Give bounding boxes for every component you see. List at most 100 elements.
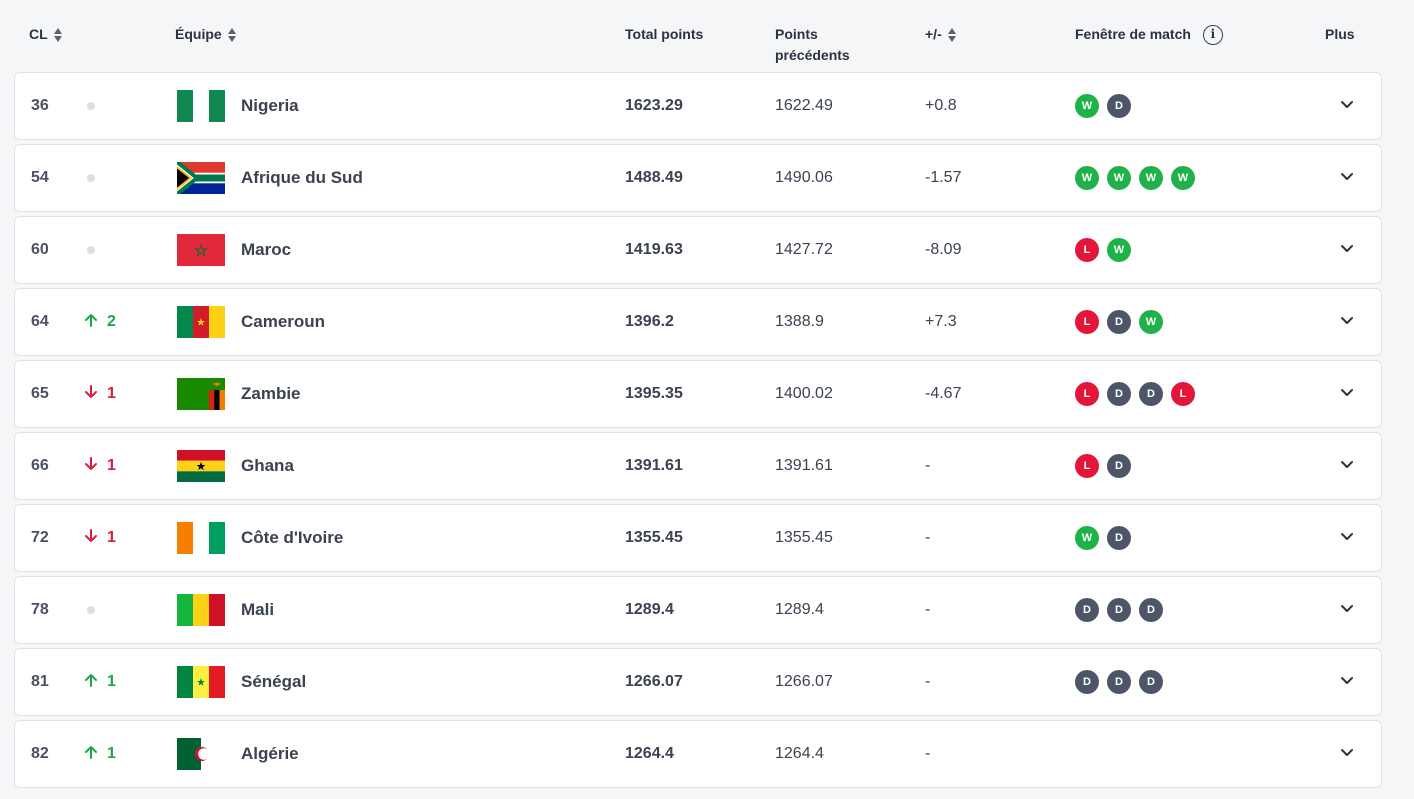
rank-change <box>83 73 95 139</box>
result-badge-draw[interactable]: D <box>1107 454 1131 478</box>
rank-change-value: 1 <box>107 385 116 402</box>
sort-icon[interactable] <box>947 24 956 45</box>
result-badge-draw[interactable]: D <box>1139 598 1163 622</box>
points-difference: - <box>925 529 931 546</box>
chevron-down-icon[interactable] <box>1339 528 1355 549</box>
result-badge-loss[interactable]: L <box>1075 310 1099 334</box>
result-badge-win[interactable]: W <box>1075 94 1099 118</box>
sort-icon[interactable] <box>53 24 62 45</box>
result-badge-draw[interactable]: D <box>1107 526 1131 550</box>
result-badge-win[interactable]: W <box>1171 166 1195 190</box>
total-points: 1419.63 <box>625 241 683 258</box>
more-column-header: Plus <box>1325 24 1355 45</box>
result-badge-draw[interactable]: D <box>1139 382 1163 406</box>
result-badge-win[interactable]: W <box>1107 238 1131 262</box>
rank-column-header[interactable]: CL <box>29 24 62 45</box>
flag-icon <box>177 73 225 139</box>
total-points: 1488.49 <box>625 169 683 186</box>
team-name[interactable]: Sénégal <box>241 672 307 691</box>
no-change-dot-icon <box>87 246 95 254</box>
result-badge-loss[interactable]: L <box>1075 238 1099 262</box>
rank-header-label: CL <box>29 26 48 42</box>
result-badge-loss[interactable]: L <box>1171 382 1195 406</box>
team-name[interactable]: Afrique du Sud <box>241 168 363 187</box>
result-badge-win[interactable]: W <box>1075 166 1099 190</box>
result-badge-draw[interactable]: D <box>1107 382 1131 406</box>
team-name[interactable]: Maroc <box>241 240 292 259</box>
result-badge-win[interactable]: W <box>1139 310 1163 334</box>
rank-change: 1 <box>83 649 116 715</box>
result-badge-draw[interactable]: D <box>1075 598 1099 622</box>
chevron-down-icon[interactable] <box>1339 384 1355 405</box>
flag-icon <box>177 289 225 355</box>
diff-column-header[interactable]: +/- <box>925 24 956 45</box>
no-change-dot-icon <box>87 606 95 614</box>
total-points: 1396.2 <box>625 313 674 330</box>
chevron-down-icon[interactable] <box>1339 744 1355 765</box>
table-row[interactable]: 54 Afrique du Sud 1488.49 1490.06 -1.57 … <box>14 144 1382 212</box>
total-points: 1395.35 <box>625 385 683 402</box>
expand-row-button[interactable] <box>1335 721 1359 787</box>
chevron-down-icon[interactable] <box>1339 672 1355 693</box>
team-name[interactable]: Ghana <box>241 456 294 475</box>
result-badge-draw[interactable]: D <box>1107 598 1131 622</box>
team-column-header[interactable]: Équipe <box>175 24 236 45</box>
rank-value: 81 <box>31 673 49 690</box>
chevron-down-icon[interactable] <box>1339 312 1355 333</box>
expand-row-button[interactable] <box>1335 649 1359 715</box>
result-badge-draw[interactable]: D <box>1139 670 1163 694</box>
result-badge-loss[interactable]: L <box>1075 454 1099 478</box>
result-badge-loss[interactable]: L <box>1075 382 1099 406</box>
expand-row-button[interactable] <box>1335 577 1359 643</box>
result-badge-win[interactable]: W <box>1107 166 1131 190</box>
result-badge-draw[interactable]: D <box>1107 670 1131 694</box>
chevron-down-icon[interactable] <box>1339 600 1355 621</box>
team-name[interactable]: Mali <box>241 600 275 619</box>
expand-row-button[interactable] <box>1335 217 1359 283</box>
result-badge-win[interactable]: W <box>1075 526 1099 550</box>
chevron-down-icon[interactable] <box>1339 96 1355 117</box>
team-name[interactable]: Côte d'Ivoire <box>241 528 344 547</box>
previous-points: 1391.61 <box>775 457 833 474</box>
team-name[interactable]: Cameroun <box>241 312 326 331</box>
points-difference: +0.8 <box>925 97 957 114</box>
expand-row-button[interactable] <box>1335 361 1359 427</box>
chevron-down-icon[interactable] <box>1339 456 1355 477</box>
arrow-down-icon <box>83 384 99 405</box>
expand-row-button[interactable] <box>1335 145 1359 211</box>
expand-row-button[interactable] <box>1335 433 1359 499</box>
info-icon[interactable]: i <box>1202 24 1223 45</box>
expand-row-button[interactable] <box>1335 289 1359 355</box>
result-badge-draw[interactable]: D <box>1075 670 1099 694</box>
chevron-down-icon[interactable] <box>1339 168 1355 189</box>
points-difference: -1.57 <box>925 169 962 186</box>
expand-row-button[interactable] <box>1335 73 1359 139</box>
previous-points: 1400.02 <box>775 385 833 402</box>
team-name[interactable]: Zambie <box>241 384 301 403</box>
sort-icon[interactable] <box>227 24 236 45</box>
rank-value: 60 <box>31 241 49 258</box>
rank-change <box>83 577 95 643</box>
expand-row-button[interactable] <box>1335 505 1359 571</box>
team-name[interactable]: Algérie <box>241 744 299 763</box>
result-badge-draw[interactable]: D <box>1107 94 1131 118</box>
points-difference: - <box>925 673 931 690</box>
chevron-down-icon[interactable] <box>1339 240 1355 261</box>
rank-value: 65 <box>31 385 49 402</box>
table-row[interactable]: 82 1 Algérie 1264.4 1264.4 - <box>14 720 1382 788</box>
previous-points: 1427.72 <box>775 241 833 258</box>
result-badge-draw[interactable]: D <box>1107 310 1131 334</box>
rank-value: 82 <box>31 745 49 762</box>
team-name[interactable]: Nigeria <box>241 96 299 115</box>
result-badge-win[interactable]: W <box>1139 166 1163 190</box>
